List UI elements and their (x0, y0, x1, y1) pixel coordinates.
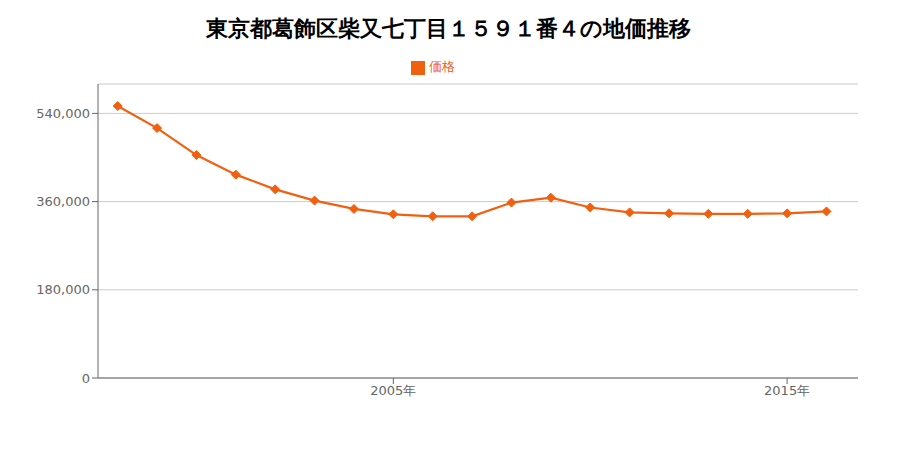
svg-text:2005年: 2005年 (370, 383, 416, 398)
svg-text:360,000: 360,000 (36, 194, 90, 209)
html-text:東京都葛飾区柴又七丁目１５９１番４の地価推移: 東京都葛飾区柴又七丁目１５９１番４の地価推移 (205, 16, 691, 41)
html-text:価格: 価格 (429, 59, 455, 74)
svg-text:180,000: 180,000 (36, 282, 90, 297)
svg-text:2015年: 2015年 (764, 383, 810, 398)
svg-text:0: 0 (82, 371, 90, 386)
svg-text:540,000: 540,000 (36, 106, 90, 121)
